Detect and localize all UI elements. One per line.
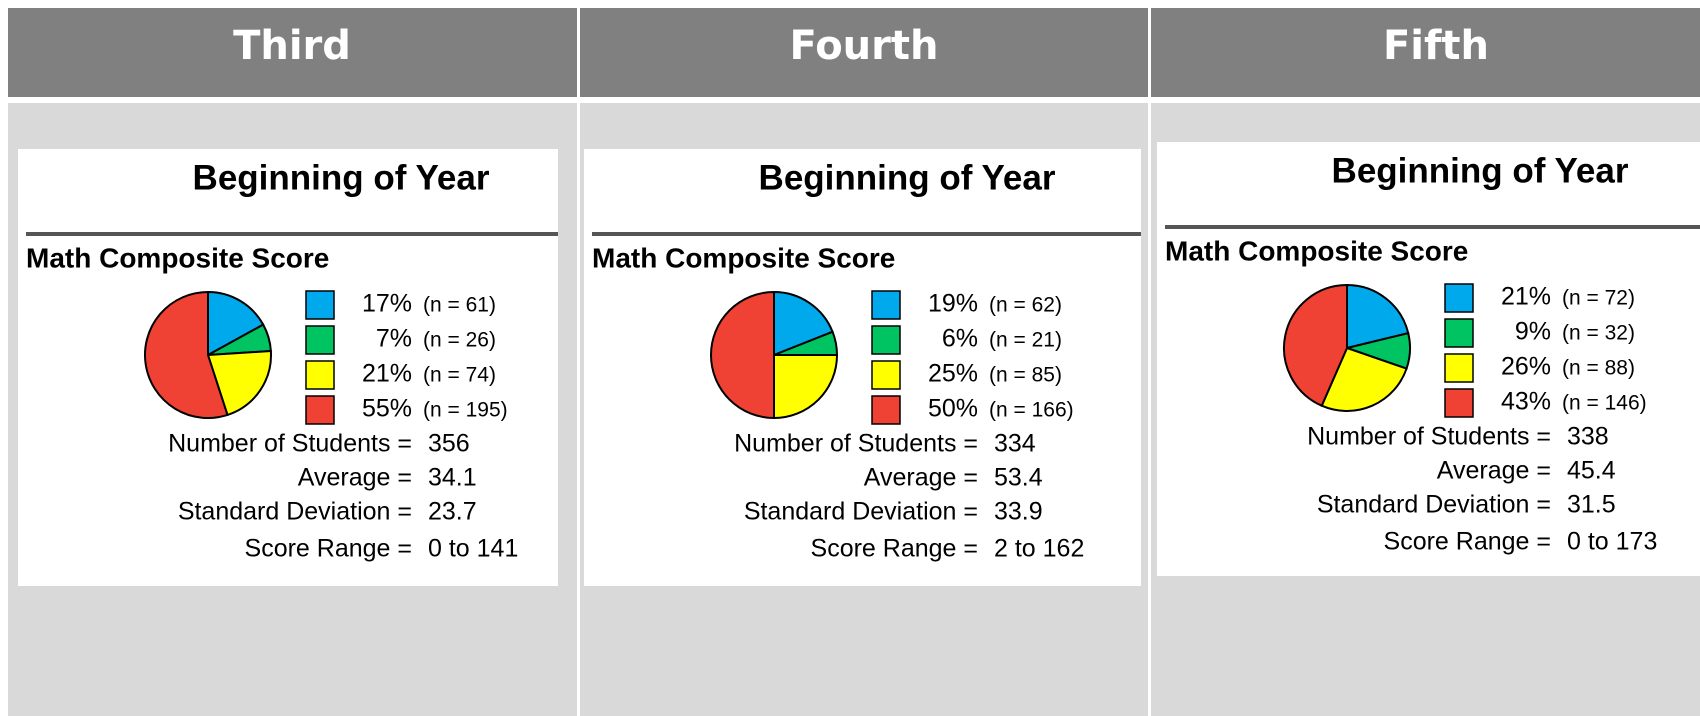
stat-label: Score Range = [245, 535, 412, 563]
pie-slice [773, 354, 839, 420]
card [18, 149, 558, 586]
legend-swatch [871, 395, 901, 425]
card-title: Beginning of Year [193, 158, 490, 197]
pie-slice [773, 290, 834, 357]
header-cell [580, 8, 1148, 97]
legend-swatch [305, 395, 335, 425]
card-subtitle: Math Composite Score [1165, 235, 1468, 266]
stat-label: Average = [864, 464, 978, 492]
value-label: 6% [942, 325, 978, 353]
stat-value: 34.1 [428, 464, 477, 492]
count-label: (n = 26) [423, 329, 496, 352]
legend-swatch [1444, 353, 1474, 383]
column-header: Fourth [790, 23, 939, 69]
value-label: 7% [376, 325, 412, 353]
stat-label: Average = [298, 464, 412, 492]
count-label: (n = 166) [989, 399, 1074, 422]
count-label: (n = 74) [423, 364, 496, 387]
card-title: Beginning of Year [759, 158, 1056, 197]
stat-label: Standard Deviation = [178, 498, 412, 526]
stat-value: 334 [994, 430, 1036, 458]
count-label: (n = 195) [423, 399, 508, 422]
pie-slice [1320, 346, 1408, 413]
pie-slice [1346, 283, 1410, 350]
card-subtitle: Math Composite Score [592, 242, 895, 273]
legend-swatch [305, 325, 335, 355]
count-label: (n = 61) [423, 294, 496, 317]
stat-value: 33.9 [994, 498, 1043, 526]
pie-slice [1282, 283, 1348, 408]
value-label: 9% [1515, 318, 1551, 346]
legend-swatch [871, 360, 901, 390]
stat-value: 23.7 [428, 498, 477, 526]
header-cell [1151, 8, 1700, 97]
legend-swatch [1444, 318, 1474, 348]
count-label: (n = 32) [1562, 322, 1635, 345]
value-label: 25% [928, 360, 978, 388]
legend-swatch [305, 360, 335, 390]
value-label: 43% [1501, 388, 1551, 416]
stat-value: 31.5 [1567, 491, 1616, 519]
card [1157, 142, 1700, 576]
legend-swatch [871, 325, 901, 355]
stat-label: Average = [1437, 457, 1551, 485]
header-cell [8, 8, 577, 97]
legend-swatch [1444, 388, 1474, 418]
legend-swatch [871, 290, 901, 320]
stat-value: 45.4 [1567, 457, 1616, 485]
card [584, 149, 1141, 586]
card-subtitle: Math Composite Score [26, 242, 329, 273]
value-label: 26% [1501, 353, 1551, 381]
value-label: 19% [928, 290, 978, 318]
legend-swatch [305, 290, 335, 320]
value-label: 17% [362, 290, 412, 318]
stat-label: Number of Students = [734, 430, 978, 458]
count-label: (n = 146) [1562, 392, 1647, 415]
stat-label: Score Range = [811, 535, 978, 563]
stat-value: 0 to 141 [428, 535, 518, 563]
stat-label: Number of Students = [168, 430, 412, 458]
count-label: (n = 21) [989, 329, 1062, 352]
stat-label: Standard Deviation = [1317, 491, 1551, 519]
stat-value: 53.4 [994, 464, 1043, 492]
value-label: 21% [362, 360, 412, 388]
value-label: 50% [928, 395, 978, 423]
legend-swatch [1444, 283, 1474, 313]
stat-value: 356 [428, 430, 470, 458]
stat-value: 338 [1567, 423, 1609, 451]
pie-slice [710, 290, 775, 420]
count-label: (n = 88) [1562, 357, 1635, 380]
column-header: Third [233, 23, 351, 69]
value-label: 21% [1501, 283, 1551, 311]
card-title: Beginning of Year [1332, 151, 1629, 190]
stat-label: Score Range = [1384, 528, 1551, 556]
stat-value: 0 to 173 [1567, 528, 1657, 556]
count-label: (n = 62) [989, 294, 1062, 317]
count-label: (n = 85) [989, 364, 1062, 387]
stat-label: Standard Deviation = [744, 498, 978, 526]
value-label: 55% [362, 395, 412, 423]
count-label: (n = 72) [1562, 287, 1635, 310]
pie-slice [206, 349, 272, 417]
column-header: Fifth [1383, 23, 1489, 69]
stat-value: 2 to 162 [994, 535, 1084, 563]
pie-slice [144, 290, 229, 419]
stat-label: Number of Students = [1307, 423, 1551, 451]
pie-slice [207, 290, 265, 357]
